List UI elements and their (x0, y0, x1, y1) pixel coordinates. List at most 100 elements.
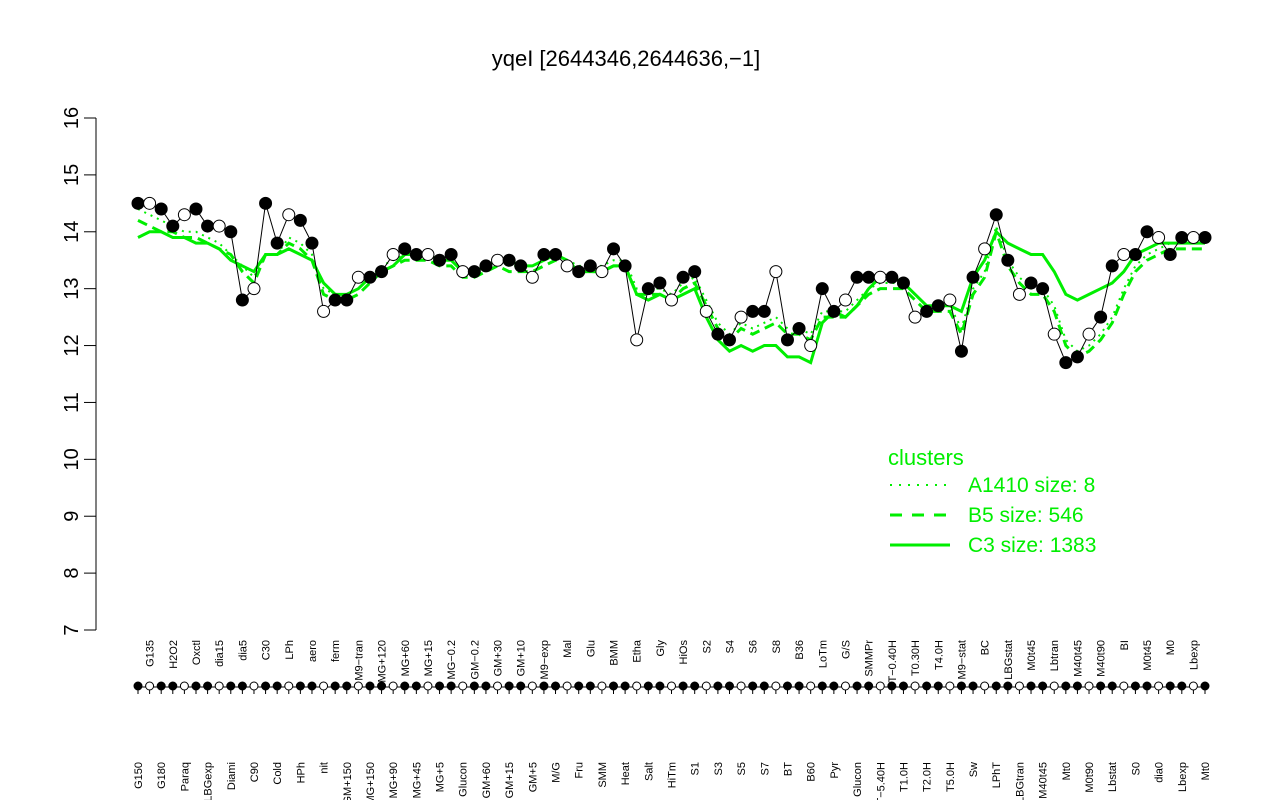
y-tick-label: 16 (61, 107, 83, 129)
data-point (1152, 230, 1166, 244)
x-tick-label: GM+150 (342, 762, 354, 800)
data-point (989, 208, 1003, 222)
axis-marker (388, 681, 398, 691)
x-tick-label: LoTm (817, 640, 829, 668)
data-point (560, 259, 574, 273)
data-point (282, 208, 296, 222)
y-tick-label: 7 (61, 624, 83, 635)
axis-marker (481, 681, 491, 691)
data-point (838, 293, 852, 307)
y-tick-label: 8 (61, 568, 83, 579)
x-axis: G150 G135 G180 H2O2 Paraq Oxctl LBGexp dia15 Dia… (133, 639, 1212, 800)
x-tick-label: dia15 (214, 640, 226, 667)
axis-marker (1072, 681, 1082, 691)
axis-marker (748, 681, 758, 691)
x-tick-label: MG+5 (435, 762, 447, 792)
x-tick-label: Lbstat (1107, 762, 1119, 792)
x-tick-label: GM+5 (527, 762, 539, 792)
data-point (699, 304, 713, 318)
axis-marker (133, 681, 143, 691)
axis-marker (226, 681, 236, 691)
axis-marker (1154, 681, 1164, 691)
axis-marker (1119, 681, 1129, 691)
x-tick-label: MG−0.2 (446, 640, 458, 679)
x-tick-label: Salt (643, 762, 655, 781)
x-tick-label: BT (782, 762, 794, 776)
axis-marker (168, 681, 178, 691)
axis-marker (1003, 681, 1013, 691)
chart-title: yqeI [2644346,2644636,−1] (492, 46, 761, 71)
axis-marker (1142, 681, 1152, 691)
x-tick-label: BC (980, 640, 992, 655)
data-point (827, 304, 841, 318)
x-tick-label: BI (1119, 640, 1131, 650)
axis-marker (609, 681, 619, 691)
x-tick-label: Cold (272, 762, 284, 785)
x-tick-label: M/G (551, 762, 563, 783)
data-point (896, 276, 910, 290)
x-tick-label: Mt0 (1061, 762, 1073, 780)
data-point (607, 242, 621, 256)
x-tick-label: G150 (133, 762, 145, 789)
x-tick-label: GM+30 (493, 640, 505, 676)
data-point (653, 276, 667, 290)
x-tick-label: S5 (736, 762, 748, 775)
x-tick-label: Mal (562, 640, 574, 658)
data-point (444, 248, 458, 262)
x-tick-label: Lbexp (1188, 640, 1200, 670)
data-point (757, 304, 771, 318)
axis-marker (295, 681, 305, 691)
x-tick-label: Glucon (852, 762, 864, 797)
axis-marker (261, 681, 271, 691)
x-tick-label: M0t45 (1142, 640, 1154, 671)
data-point (525, 270, 539, 284)
axis-marker (632, 681, 642, 691)
axis-marker (1165, 681, 1175, 691)
axis-marker (782, 681, 792, 691)
data-point (351, 270, 365, 284)
y-tick-label: 14 (61, 221, 83, 243)
data-point (641, 282, 655, 296)
data-point (1140, 225, 1154, 239)
data-point (815, 282, 829, 296)
data-point (665, 293, 678, 307)
data-point (722, 333, 736, 347)
axis-marker (504, 681, 514, 691)
y-tick-label: 15 (61, 164, 83, 186)
data-point (850, 270, 864, 284)
axis-marker (1014, 681, 1024, 691)
data-point (491, 253, 505, 267)
axis-marker (527, 681, 537, 691)
axis-marker (446, 681, 456, 691)
y-tick-label: 13 (61, 278, 83, 300)
axis-marker (806, 681, 816, 691)
axis-marker (980, 681, 990, 691)
x-tick-label: Fru (574, 762, 586, 779)
axis-marker (377, 681, 387, 691)
x-tick-label: MG+15 (423, 640, 435, 676)
data-point (1036, 282, 1050, 296)
axis-marker (145, 681, 155, 691)
x-tick-label: HiTm (667, 762, 679, 788)
x-tick-label: LBGexp (203, 762, 215, 800)
x-tick-label: M40t45 (1038, 762, 1050, 799)
axis-marker (516, 681, 526, 691)
axis-marker (272, 681, 282, 691)
data-point (792, 321, 806, 335)
data-point (386, 248, 400, 262)
data-point (1163, 248, 1177, 262)
data-point (514, 259, 528, 273)
data-point (317, 304, 331, 318)
x-tick-label: aero (307, 640, 319, 662)
x-tick-label: G/S (840, 640, 852, 659)
x-tick-label: Etha (632, 639, 644, 663)
data-point (595, 265, 609, 279)
data-point (502, 253, 516, 267)
x-tick-label: GM+10 (516, 640, 528, 676)
data-point (862, 270, 876, 284)
data-point (259, 196, 273, 210)
x-tick-label: M0 (1165, 640, 1177, 655)
x-tick-label: Glucon (458, 762, 470, 797)
axis-marker (840, 681, 850, 691)
